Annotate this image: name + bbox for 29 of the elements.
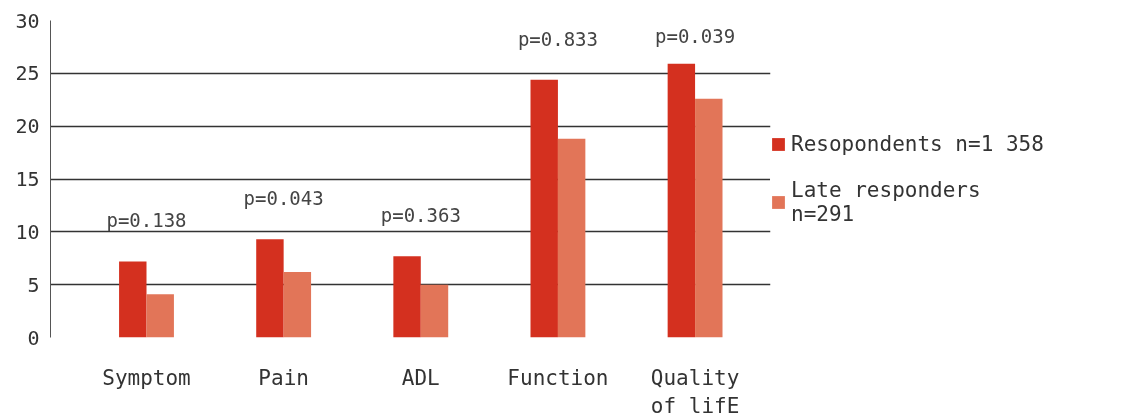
x-tick-label: ADL xyxy=(401,365,440,390)
bar xyxy=(256,239,284,338)
bar xyxy=(420,284,449,338)
annotation: p=0.363 xyxy=(380,204,461,227)
legend-label: Resopondents n=1 358 xyxy=(791,131,1044,156)
bar xyxy=(695,98,723,338)
annotation: p=0.833 xyxy=(517,27,598,50)
bar xyxy=(119,261,147,338)
bar xyxy=(557,138,586,338)
annotation: p=0.043 xyxy=(243,187,324,210)
y-tick-label: 5 xyxy=(27,272,40,297)
annotation: p=0.039 xyxy=(655,24,736,47)
annotation: p=0.138 xyxy=(106,209,187,232)
y-tick-label: 15 xyxy=(15,167,40,191)
bar xyxy=(667,63,696,338)
y-tick-label: 0 xyxy=(27,325,40,350)
bar xyxy=(530,79,558,338)
y-tick-label: 20 xyxy=(15,114,40,139)
y-tick-label: 10 xyxy=(15,219,40,244)
legend-label: Late responders n=291 xyxy=(791,177,981,226)
y-tick-label: 25 xyxy=(15,61,40,86)
bar xyxy=(283,271,312,338)
x-tick-label: Quality of lifE xyxy=(650,365,740,416)
x-tick-label: Symptom xyxy=(102,365,191,390)
bar xyxy=(146,294,174,338)
x-tick-label: Function xyxy=(507,365,609,390)
bar xyxy=(393,256,421,338)
x-tick-label: Pain xyxy=(258,365,309,390)
y-tick-label: 30 xyxy=(15,8,40,33)
